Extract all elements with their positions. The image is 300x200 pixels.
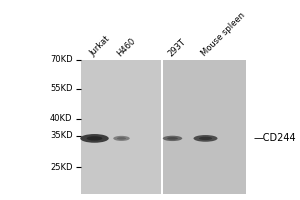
Ellipse shape bbox=[167, 137, 178, 140]
Ellipse shape bbox=[117, 137, 126, 140]
Text: 40KD: 40KD bbox=[50, 114, 73, 123]
Text: —CD244: —CD244 bbox=[254, 133, 296, 143]
Text: Mouse spleen: Mouse spleen bbox=[199, 11, 247, 58]
Text: 25KD: 25KD bbox=[50, 163, 73, 172]
Bar bbox=[163, 60, 246, 194]
Text: Jurkat: Jurkat bbox=[88, 34, 112, 58]
Text: 55KD: 55KD bbox=[50, 84, 73, 93]
Ellipse shape bbox=[199, 137, 212, 140]
Text: 70KD: 70KD bbox=[50, 55, 73, 64]
Bar bbox=[81, 60, 160, 194]
Ellipse shape bbox=[194, 135, 218, 142]
Ellipse shape bbox=[80, 134, 109, 143]
Bar bbox=[160, 60, 163, 194]
Ellipse shape bbox=[113, 136, 130, 141]
Ellipse shape bbox=[87, 136, 102, 141]
Text: 35KD: 35KD bbox=[50, 131, 73, 140]
Text: H460: H460 bbox=[115, 36, 137, 58]
Ellipse shape bbox=[163, 136, 182, 141]
Text: 293T: 293T bbox=[166, 37, 187, 58]
